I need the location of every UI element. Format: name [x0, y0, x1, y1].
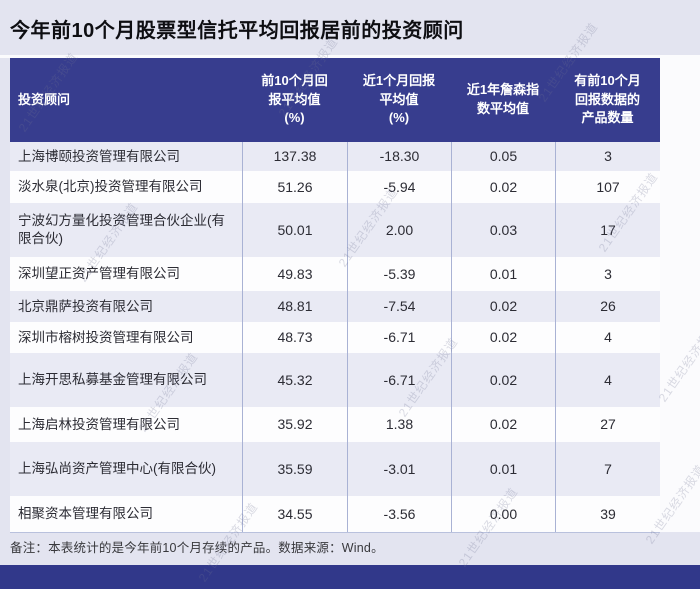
cell-jensen: 0.02 [451, 171, 555, 203]
cell-product-count: 3 [555, 257, 660, 291]
cell-jensen: 0.02 [451, 322, 555, 353]
table-row: 上海博颐投资管理有限公司 137.38 -18.30 0.05 3 [10, 142, 660, 171]
cell-product-count: 4 [555, 322, 660, 353]
page-title: 今年前10个月股票型信托平均回报居前的投资顾问 [10, 20, 464, 42]
cell-jensen: 0.02 [451, 353, 555, 407]
cell-jensen: 0.02 [451, 291, 555, 322]
cell-advisor: 相聚资本管理有限公司 [18, 506, 153, 522]
source-note: 备注：本表统计的是今年前10个月存续的产品。数据来源：Wind。 [10, 541, 384, 555]
cell-1m-return: -3.56 [347, 496, 451, 532]
cell-jensen: 0.01 [451, 257, 555, 291]
cell-advisor: 上海弘尚资产管理中心(有限合伙) [18, 461, 216, 477]
cell-product-count: 4 [555, 353, 660, 407]
table-row: 深圳望正资产管理有限公司 49.83 -5.39 0.01 3 [10, 257, 660, 291]
cell-advisor: 淡水泉(北京)投资管理有限公司 [18, 179, 203, 195]
cell-product-count: 107 [555, 171, 660, 203]
cell-product-count: 39 [555, 496, 660, 532]
cell-1m-return: -18.30 [347, 142, 451, 171]
header-jensen: 近1年詹森指 数平均值 [466, 82, 540, 116]
cell-product-count: 7 [555, 442, 660, 496]
cell-jensen: 0.05 [451, 142, 555, 171]
table-row: 淡水泉(北京)投资管理有限公司 51.26 -5.94 0.02 107 [10, 171, 660, 203]
cell-10m-return: 49.83 [242, 257, 347, 291]
cell-1m-return: -6.71 [347, 322, 451, 353]
cell-1m-return: -3.01 [347, 442, 451, 496]
cell-1m-return: -5.94 [347, 171, 451, 203]
cell-jensen: 0.01 [451, 442, 555, 496]
header-advisor: 投资顾问 [18, 91, 71, 107]
cell-10m-return: 51.26 [242, 171, 347, 203]
header-10m-return: 前10个月回 报平均值 (%) [261, 72, 328, 126]
table-row: 相聚资本管理有限公司 34.55 -3.56 0.00 39 [10, 496, 660, 532]
table-row: 宁波幻方量化投资管理合伙企业(有限合伙) 50.01 2.00 0.03 17 [10, 203, 660, 257]
cell-10m-return: 35.92 [242, 407, 347, 442]
cell-product-count: 27 [555, 407, 660, 442]
header-1m-return: 近1个月回报 平均值 (%) [362, 72, 436, 126]
cell-1m-return: -7.54 [347, 291, 451, 322]
table-row: 上海开思私募基金管理有限公司 45.32 -6.71 0.02 4 [10, 353, 660, 407]
cell-advisor: 上海博颐投资管理有限公司 [18, 148, 180, 164]
cell-1m-return: 1.38 [347, 407, 451, 442]
cell-advisor: 北京鼎萨投资有限公司 [18, 298, 153, 314]
table-row: 深圳市榕树投资管理有限公司 48.73 -6.71 0.02 4 [10, 322, 660, 353]
cell-10m-return: 48.81 [242, 291, 347, 322]
table-row: 北京鼎萨投资有限公司 48.81 -7.54 0.02 26 [10, 291, 660, 322]
cell-jensen: 0.02 [451, 407, 555, 442]
footer-bar [0, 565, 700, 589]
cell-10m-return: 137.38 [242, 142, 347, 171]
cell-jensen: 0.00 [451, 496, 555, 532]
cell-advisor: 上海启林投资管理有限公司 [18, 416, 180, 432]
cell-1m-return: -5.39 [347, 257, 451, 291]
cell-1m-return: -6.71 [347, 353, 451, 407]
cell-product-count: 17 [555, 203, 660, 257]
cell-10m-return: 48.73 [242, 322, 347, 353]
cell-10m-return: 34.55 [242, 496, 347, 532]
cell-1m-return: 2.00 [347, 203, 451, 257]
cell-10m-return: 35.59 [242, 442, 347, 496]
cell-advisor: 深圳望正资产管理有限公司 [18, 266, 180, 282]
cell-advisor: 深圳市榕树投资管理有限公司 [18, 329, 194, 345]
table-header-row: 投资顾问 前10个月回 报平均值 (%) 近1个月回报 平均值 (%) 近1年詹… [10, 58, 660, 142]
cell-product-count: 26 [555, 291, 660, 322]
cell-advisor: 宁波幻方量化投资管理合伙企业(有限合伙) [18, 213, 225, 246]
table-row: 上海弘尚资产管理中心(有限合伙) 35.59 -3.01 0.01 7 [10, 442, 660, 496]
cell-product-count: 3 [555, 142, 660, 171]
cell-10m-return: 50.01 [242, 203, 347, 257]
table-right-margin [660, 55, 700, 532]
table-row: 上海启林投资管理有限公司 35.92 1.38 0.02 27 [10, 407, 660, 442]
header-product-count: 有前10个月 回报数据的 产品数量 [574, 72, 641, 126]
title-divider [0, 55, 700, 58]
cell-10m-return: 45.32 [242, 353, 347, 407]
cell-advisor: 上海开思私募基金管理有限公司 [18, 372, 207, 388]
cell-jensen: 0.03 [451, 203, 555, 257]
returns-table: 投资顾问 前10个月回 报平均值 (%) 近1个月回报 平均值 (%) 近1年詹… [10, 58, 660, 533]
